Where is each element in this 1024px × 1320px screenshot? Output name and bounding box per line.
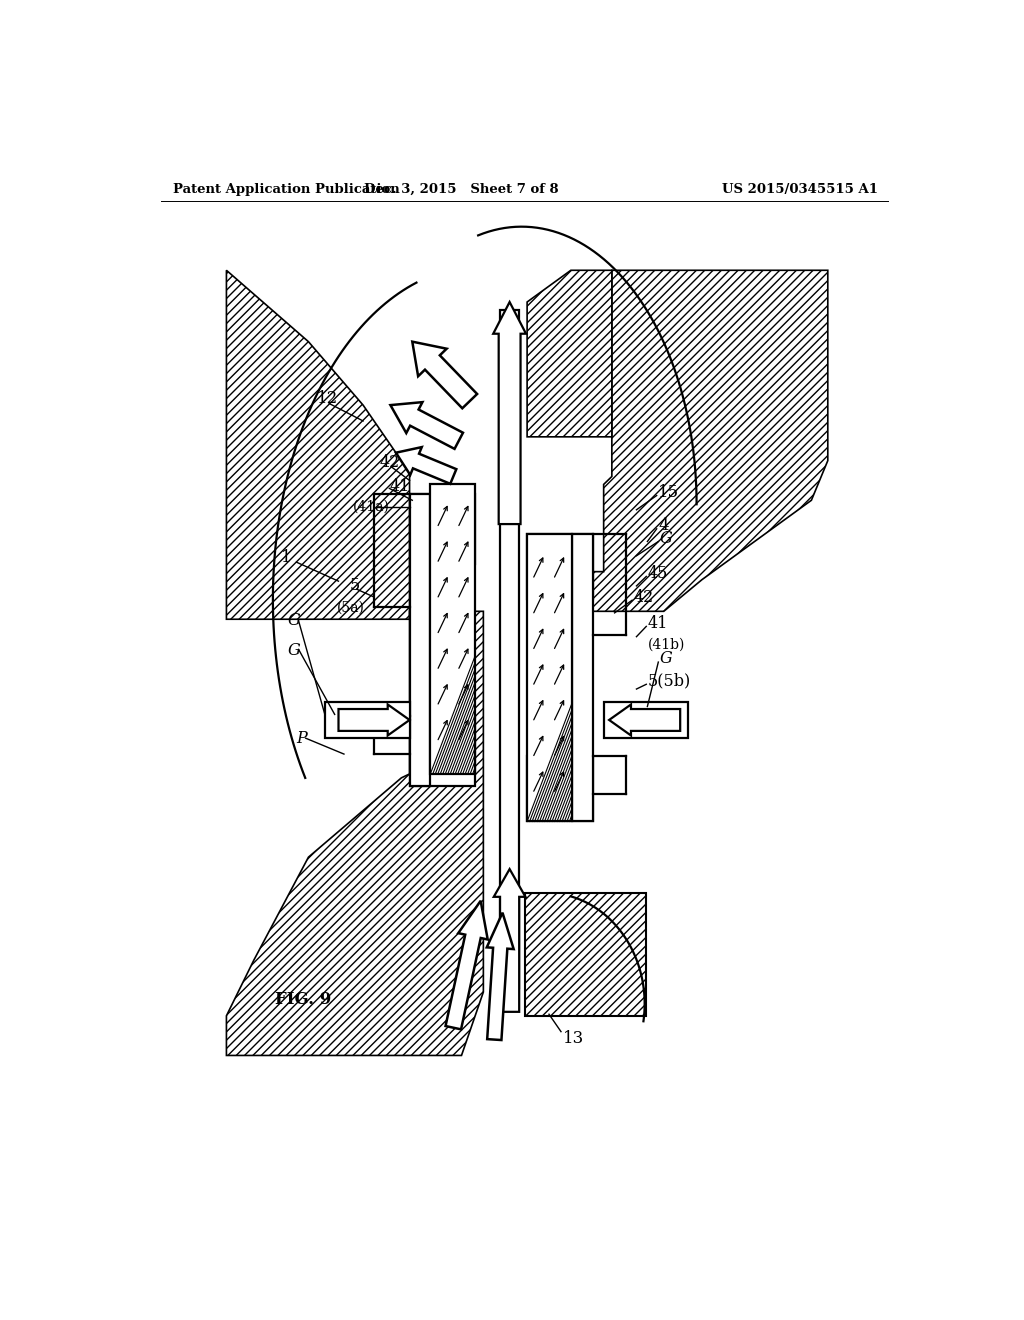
FancyArrow shape <box>396 447 457 484</box>
Bar <box>430 484 475 774</box>
Bar <box>604 702 688 738</box>
Bar <box>527 755 593 821</box>
Bar <box>500 310 519 989</box>
Text: 41: 41 <box>647 615 668 632</box>
Text: US 2015/0345515 A1: US 2015/0345515 A1 <box>723 183 879 197</box>
FancyArrow shape <box>486 912 514 1040</box>
Bar <box>525 892 646 1016</box>
Text: FIG. 9: FIG. 9 <box>274 991 331 1008</box>
FancyArrow shape <box>609 705 680 735</box>
Text: (5a): (5a) <box>337 601 365 614</box>
Bar <box>325 702 410 738</box>
Text: 5: 5 <box>349 577 359 594</box>
Bar <box>527 533 572 821</box>
FancyArrow shape <box>339 705 410 735</box>
Polygon shape <box>226 271 410 619</box>
FancyArrow shape <box>413 342 477 408</box>
FancyArrow shape <box>494 869 525 1012</box>
Text: 41: 41 <box>389 478 410 495</box>
Text: G: G <box>659 529 672 546</box>
Text: G: G <box>288 643 300 660</box>
Text: (41b): (41b) <box>647 638 685 652</box>
FancyArrow shape <box>390 403 463 449</box>
Bar <box>410 494 430 785</box>
Polygon shape <box>527 271 827 611</box>
Text: P: P <box>296 730 307 747</box>
Text: 42: 42 <box>380 454 399 471</box>
Polygon shape <box>527 271 612 437</box>
FancyArrow shape <box>494 302 526 524</box>
Text: 45: 45 <box>647 565 668 582</box>
Bar <box>410 715 475 785</box>
Bar <box>572 533 593 821</box>
Text: 42: 42 <box>634 589 654 606</box>
Polygon shape <box>226 611 483 1056</box>
Text: G: G <box>288 612 300 630</box>
Text: 13: 13 <box>562 1030 584 1047</box>
Text: (41a): (41a) <box>353 500 390 513</box>
Text: 15: 15 <box>658 484 680 500</box>
Text: 5(5b): 5(5b) <box>647 673 690 689</box>
Text: 4: 4 <box>658 517 669 535</box>
Bar <box>410 494 475 564</box>
Text: Dec. 3, 2015   Sheet 7 of 8: Dec. 3, 2015 Sheet 7 of 8 <box>365 183 559 197</box>
Text: G: G <box>659 651 672 668</box>
Text: 12: 12 <box>316 391 338 408</box>
Bar <box>527 533 593 599</box>
Text: Patent Application Publication: Patent Application Publication <box>173 183 399 197</box>
Text: 1: 1 <box>282 549 292 566</box>
FancyArrow shape <box>445 900 487 1030</box>
